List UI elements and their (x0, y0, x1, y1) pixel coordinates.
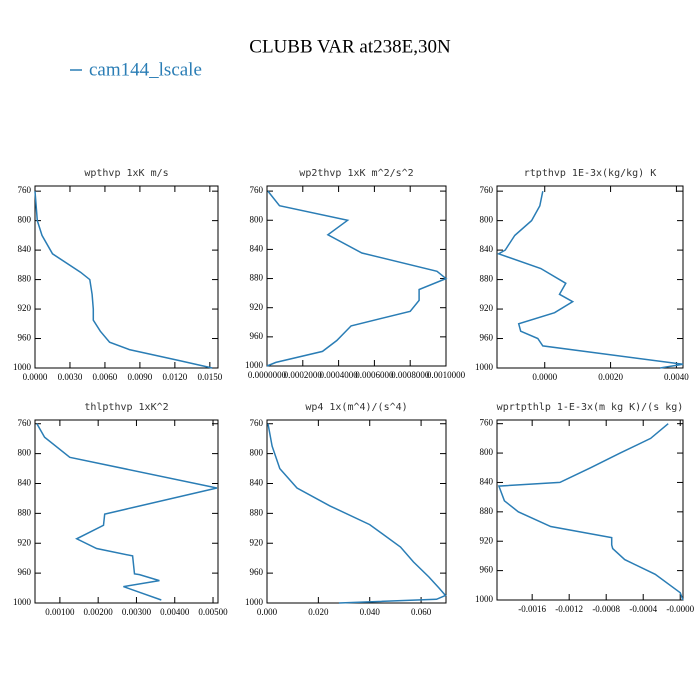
x-tick-label: 0.0008000 (391, 370, 430, 380)
x-tick-label: 0.0030 (58, 372, 83, 382)
y-tick-label: 760 (250, 418, 264, 428)
x-tick-label: 0.0006000 (355, 370, 394, 380)
x-tick-label: 0.0000000 (248, 370, 287, 380)
y-tick-label: 840 (18, 244, 32, 254)
plot-frame (496, 419, 684, 601)
y-tick-label: 960 (18, 333, 32, 343)
y-tick-label: 880 (250, 507, 264, 517)
profile-line (267, 423, 447, 604)
plot-frame (34, 185, 219, 369)
x-tick-label: 0.00400 (160, 607, 190, 617)
panel-title: wp4 1x(m^4)/(s^4) (305, 402, 407, 413)
x-tick-label: -0.0000 (666, 604, 694, 614)
y-tick-label: 760 (250, 185, 264, 195)
y-tick-label: 800 (18, 448, 32, 458)
x-tick-label: 0.00300 (122, 607, 152, 617)
y-tick-label: 880 (480, 274, 494, 284)
panel-title: rtpthvp 1E-3x(kg/kg) K (524, 168, 656, 179)
x-tick-label: 0.0150 (197, 372, 222, 382)
y-tick-label: 840 (480, 244, 494, 254)
x-tick-label: 0.0010000 (427, 370, 466, 380)
profile-line (496, 191, 684, 369)
x-tick-label: 0.0000 (23, 372, 48, 382)
y-tick-label: 880 (480, 506, 494, 516)
x-tick-label: 0.0002000 (284, 370, 323, 380)
x-tick-label: 0.00100 (45, 607, 75, 617)
panel-title: thlpthvp 1xK^2 (84, 402, 168, 413)
x-tick-label: 0.020 (308, 607, 329, 617)
panel-title: wpthvp 1xK m/s (84, 168, 168, 179)
y-tick-label: 800 (480, 447, 494, 457)
y-tick-label: 960 (18, 567, 32, 577)
y-tick-label: 920 (480, 303, 494, 313)
y-tick-label: 960 (480, 565, 494, 575)
plot-frame (496, 185, 684, 369)
x-tick-label: 0.0020 (598, 372, 623, 382)
x-tick-label: 0.000 (257, 607, 278, 617)
y-tick-label: 1000 (475, 362, 494, 372)
x-tick-label: 0.060 (411, 607, 432, 617)
figure-title: CLUBB VAR at238E,30N (249, 36, 451, 57)
y-tick-label: 760 (480, 185, 494, 195)
y-tick-label: 960 (250, 331, 264, 341)
profile-line (266, 190, 448, 367)
y-tick-label: 760 (480, 418, 494, 428)
y-tick-label: 760 (18, 185, 32, 195)
panel-title: wprtpthlp 1-E-3x(m kg K)/(s kg) (497, 402, 684, 413)
y-tick-label: 1000 (13, 362, 32, 372)
x-tick-label: -0.0004 (629, 604, 657, 614)
y-tick-label: 920 (18, 303, 32, 313)
y-tick-label: 1000 (13, 597, 32, 607)
y-tick-label: 880 (18, 507, 32, 517)
y-tick-label: 960 (250, 567, 264, 577)
y-tick-label: 800 (250, 214, 264, 224)
profile-line (36, 423, 218, 601)
y-tick-label: 920 (250, 302, 264, 312)
y-tick-label: 1000 (245, 597, 264, 607)
panel-title: wp2thvp 1xK m^2/s^2 (299, 168, 413, 179)
y-tick-label: 800 (18, 215, 32, 225)
y-tick-label: 840 (480, 477, 494, 487)
y-tick-label: 840 (250, 243, 264, 253)
profile-line (497, 423, 684, 601)
y-tick-label: 880 (18, 274, 32, 284)
y-tick-label: 920 (18, 537, 32, 547)
x-tick-label: -0.0012 (555, 604, 583, 614)
y-tick-label: 840 (18, 478, 32, 488)
y-tick-label: 760 (18, 418, 32, 428)
x-tick-label: 0.00500 (198, 607, 228, 617)
plot-frame (34, 419, 219, 604)
legend-label: cam144_lscale (89, 59, 202, 80)
profile-line (34, 191, 213, 369)
y-tick-label: 880 (250, 273, 264, 283)
plot-frame (266, 419, 447, 604)
x-tick-label: 0.0120 (162, 372, 187, 382)
x-tick-label: 0.0060 (93, 372, 118, 382)
x-tick-label: -0.0008 (592, 604, 620, 614)
y-tick-label: 920 (250, 537, 264, 547)
x-tick-label: 0.0040 (664, 372, 689, 382)
x-tick-label: -0.0016 (518, 604, 546, 614)
y-tick-label: 920 (480, 535, 494, 545)
y-tick-label: 800 (250, 448, 264, 458)
y-tick-label: 960 (480, 333, 494, 343)
y-tick-label: 800 (480, 215, 494, 225)
x-tick-label: 0.0090 (128, 372, 153, 382)
x-tick-label: 0.0000 (532, 372, 557, 382)
y-tick-label: 840 (250, 478, 264, 488)
y-tick-label: 1000 (475, 594, 494, 604)
y-tick-label: 1000 (245, 360, 264, 370)
x-tick-label: 0.040 (360, 607, 381, 617)
plot-frame (266, 185, 447, 367)
x-tick-label: 0.0004000 (319, 370, 358, 380)
x-tick-label: 0.00200 (84, 607, 114, 617)
